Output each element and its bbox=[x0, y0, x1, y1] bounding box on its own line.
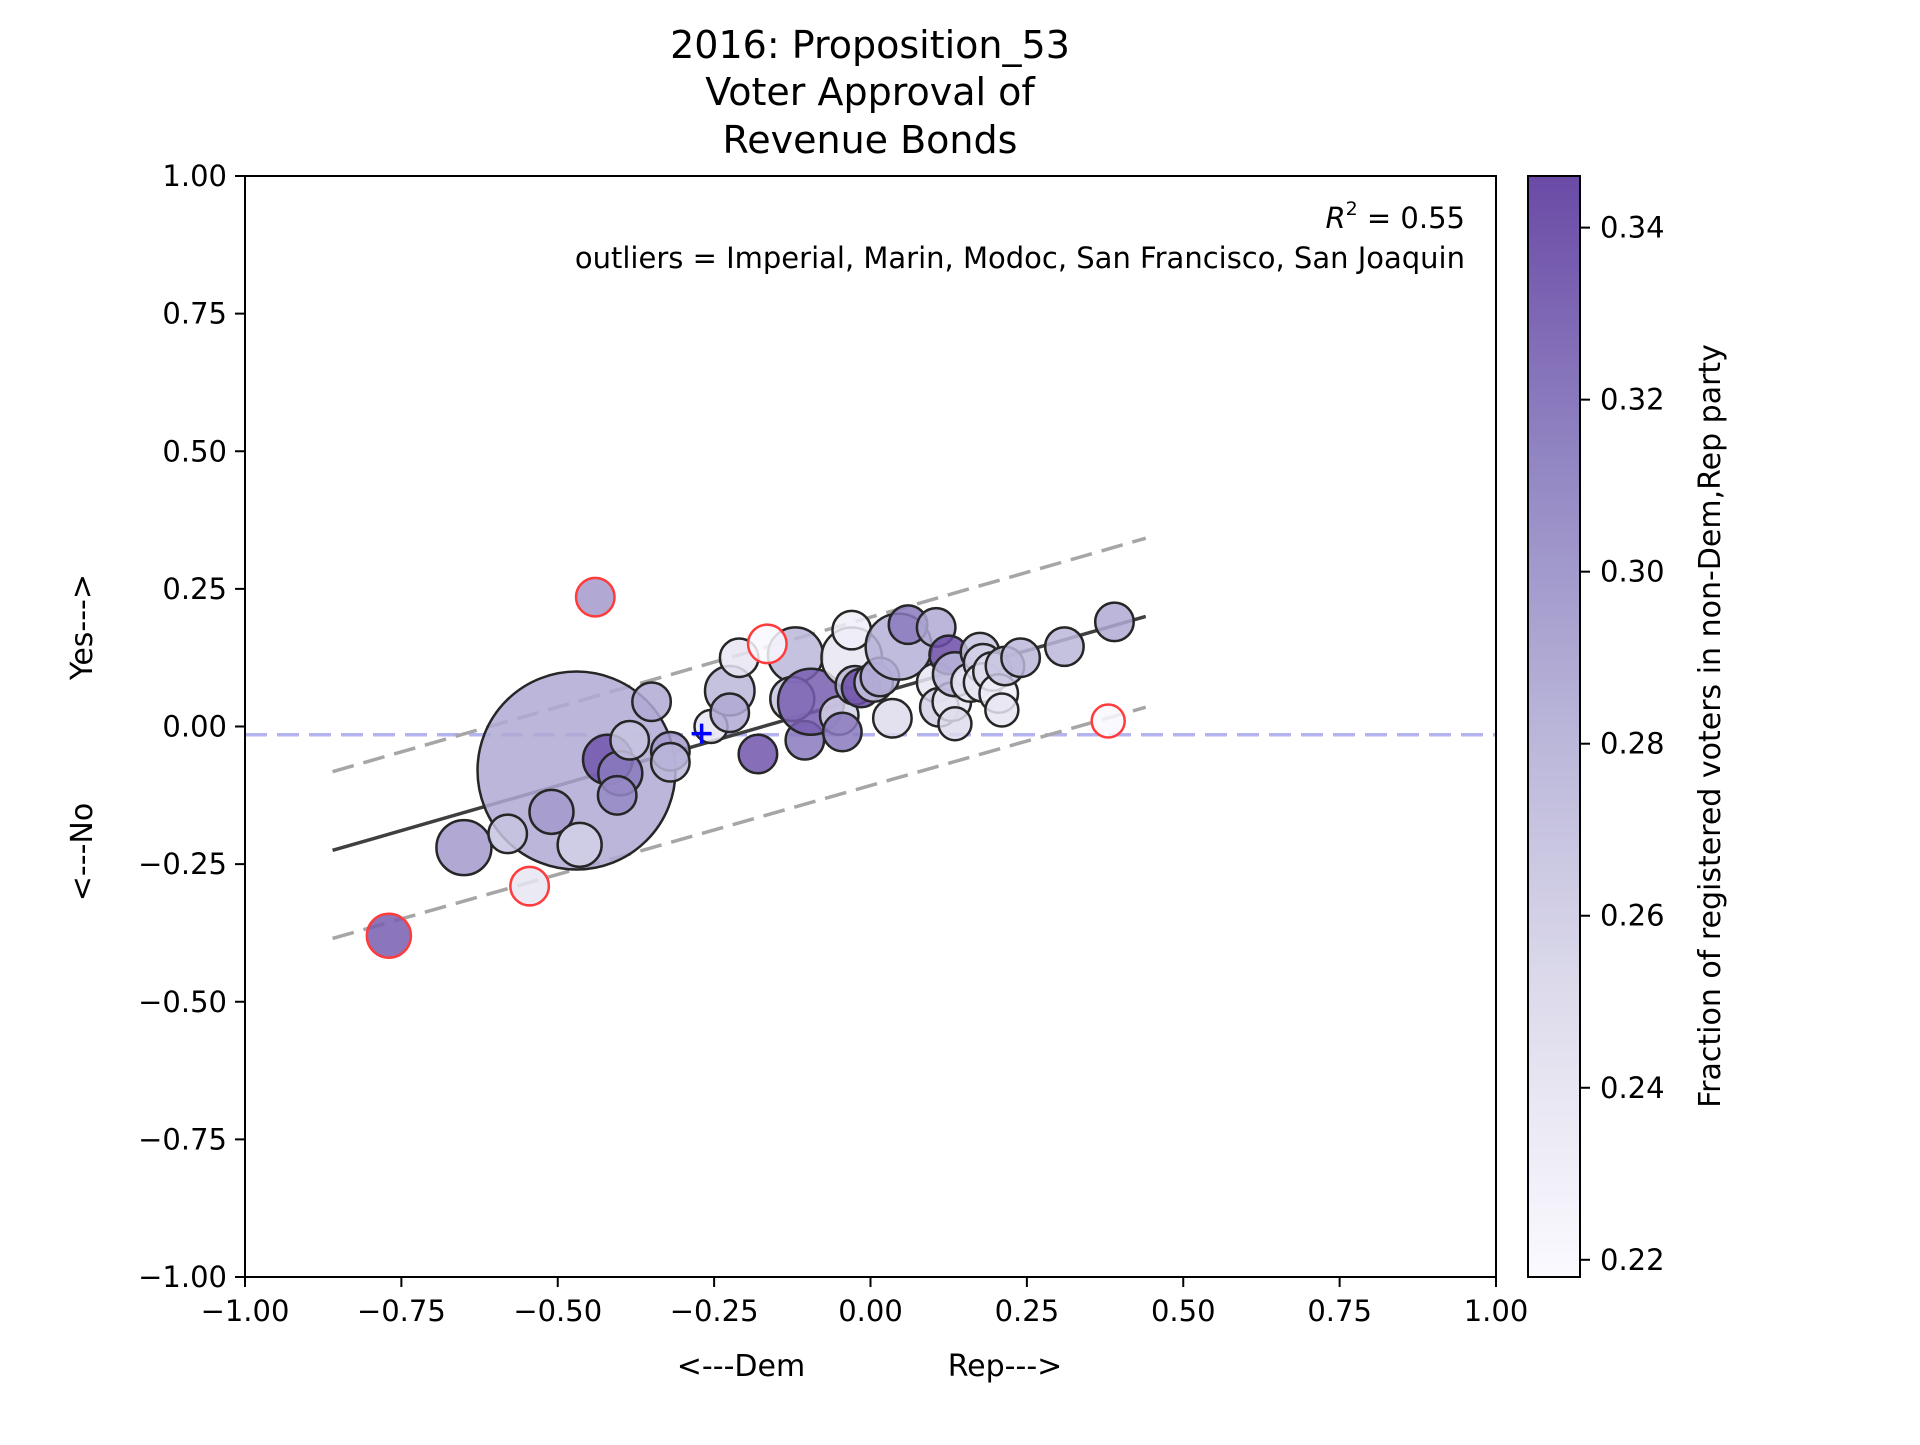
data-point bbox=[709, 692, 751, 734]
colorbar-tick-label: 0.24 bbox=[1600, 1071, 1665, 1105]
x-axis-label-right: Rep---> bbox=[948, 1349, 1063, 1384]
data-point bbox=[609, 719, 651, 761]
x-tick-label: −0.25 bbox=[670, 1294, 759, 1328]
data-point bbox=[984, 692, 1020, 728]
colorbar-tick-label: 0.34 bbox=[1600, 211, 1665, 245]
r2-value: = 0.55 bbox=[1358, 201, 1465, 235]
x-tick-label: −0.50 bbox=[513, 1294, 602, 1328]
data-point bbox=[1043, 626, 1085, 668]
data-point bbox=[737, 733, 779, 775]
data-point bbox=[435, 818, 493, 877]
colorbar-tick-label: 0.22 bbox=[1600, 1243, 1665, 1277]
data-point bbox=[528, 788, 575, 836]
data-point bbox=[937, 705, 973, 742]
outlier-point bbox=[1090, 703, 1126, 739]
data-point bbox=[487, 813, 529, 855]
y-axis-label-right: Yes---> bbox=[65, 574, 100, 681]
x-tick-label: −0.75 bbox=[357, 1294, 446, 1328]
data-point bbox=[871, 697, 913, 739]
outlier-point bbox=[509, 865, 551, 907]
colorbar-tick-label: 0.30 bbox=[1600, 555, 1665, 589]
colorbar-label: Fraction of registered voters in non-Dem… bbox=[1693, 344, 1728, 1108]
outlier-point bbox=[365, 912, 413, 959]
outlier-point bbox=[746, 623, 788, 665]
chart-title-line-1: 2016: Proposition_53 bbox=[670, 23, 1070, 67]
y-tick-label: −0.50 bbox=[138, 985, 227, 1019]
x-tick-label: 0.25 bbox=[995, 1294, 1060, 1328]
x-axis-label-left: <---Dem bbox=[677, 1349, 805, 1384]
plot-frame bbox=[244, 175, 1497, 1278]
y-tick-label: 0.00 bbox=[162, 710, 227, 744]
data-points bbox=[365, 576, 1135, 959]
r2-annotation: R2 = 0.55 bbox=[1325, 198, 1465, 235]
colorbar bbox=[1527, 175, 1581, 1278]
y-axis-label-left: <---No bbox=[65, 803, 100, 901]
outlier-point bbox=[574, 576, 616, 618]
colorbar-ticks: 0.22 0.24 0.26 0.28 0.30 0.32 0.34 bbox=[1580, 211, 1665, 1277]
colorbar-tick-label: 0.28 bbox=[1600, 727, 1665, 761]
x-tick-label: 0.75 bbox=[1307, 1294, 1372, 1328]
fit-lines bbox=[245, 536, 1496, 941]
x-tick-label: 0.00 bbox=[838, 1294, 903, 1328]
x-tick-label: 1.00 bbox=[1464, 1294, 1529, 1328]
data-point bbox=[821, 711, 863, 753]
r2-exponent: 2 bbox=[1346, 198, 1358, 220]
axis-ticks: −1.00 −0.75 −0.50 −0.25 0.00 0.25 0.50 0.75 1.00… bbox=[138, 159, 1528, 1328]
data-point bbox=[649, 741, 691, 783]
data-point bbox=[556, 821, 603, 869]
chart-title-line-2: Voter Approval of bbox=[705, 70, 1036, 114]
x-tick-label: 0.50 bbox=[1151, 1294, 1216, 1328]
y-tick-label: −0.25 bbox=[138, 847, 227, 881]
y-tick-label: −1.00 bbox=[138, 1260, 227, 1294]
data-point bbox=[1093, 601, 1135, 643]
chart-title-line-3: Revenue Bonds bbox=[723, 118, 1018, 162]
y-tick-label: 1.00 bbox=[162, 159, 227, 193]
r2-symbol: R bbox=[1325, 201, 1345, 235]
colorbar-tick-label: 0.26 bbox=[1600, 899, 1665, 933]
x-tick-label: −1.00 bbox=[201, 1294, 290, 1328]
data-point bbox=[596, 774, 638, 816]
data-point bbox=[1000, 637, 1042, 679]
mean-marker bbox=[691, 723, 712, 744]
outliers-annotation: outliers = Imperial, Marin, Modoc, San F… bbox=[575, 241, 1465, 275]
y-tick-label: 0.25 bbox=[162, 572, 227, 606]
y-tick-label: 0.75 bbox=[162, 297, 227, 331]
y-tick-label: −0.75 bbox=[138, 1122, 227, 1156]
lower-confidence-band bbox=[332, 705, 1147, 941]
y-tick-label: 0.50 bbox=[162, 434, 227, 468]
data-point bbox=[631, 681, 673, 723]
colorbar-tick-label: 0.32 bbox=[1600, 383, 1665, 417]
